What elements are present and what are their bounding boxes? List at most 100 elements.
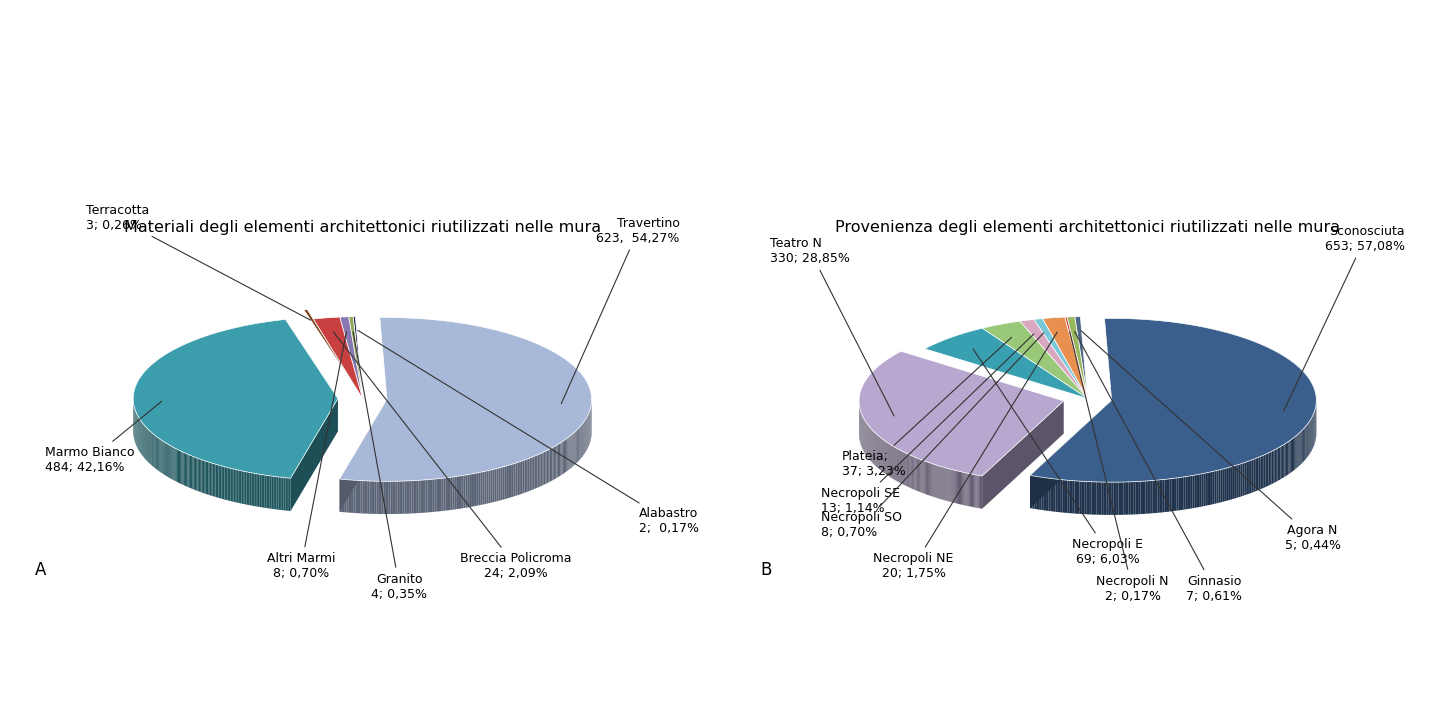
Polygon shape — [1064, 480, 1067, 513]
Polygon shape — [539, 453, 541, 487]
Polygon shape — [522, 460, 525, 493]
Polygon shape — [339, 317, 592, 481]
Polygon shape — [226, 467, 228, 500]
Polygon shape — [542, 452, 544, 485]
Polygon shape — [273, 476, 276, 509]
Text: Sconosciuta
653; 57,08%: Sconosciuta 653; 57,08% — [1283, 225, 1405, 410]
Polygon shape — [1118, 482, 1121, 515]
Polygon shape — [344, 480, 347, 513]
Polygon shape — [425, 480, 428, 513]
Polygon shape — [1179, 478, 1180, 511]
Polygon shape — [402, 481, 405, 514]
Polygon shape — [1211, 472, 1212, 505]
Polygon shape — [464, 475, 465, 508]
Polygon shape — [536, 455, 538, 488]
Polygon shape — [1096, 482, 1099, 515]
Polygon shape — [349, 480, 351, 513]
Polygon shape — [1041, 477, 1044, 511]
Polygon shape — [1131, 482, 1134, 515]
Text: Provenienza degli elementi architettonici riutilizzati nelle mura: Provenienza degli elementi architettonic… — [835, 220, 1340, 235]
Text: A: A — [35, 561, 46, 578]
Polygon shape — [1089, 482, 1092, 515]
Polygon shape — [502, 466, 505, 500]
Polygon shape — [1221, 469, 1222, 503]
Polygon shape — [436, 478, 439, 512]
Polygon shape — [232, 468, 233, 502]
Polygon shape — [1156, 480, 1157, 513]
Polygon shape — [270, 475, 271, 509]
Polygon shape — [339, 479, 342, 512]
Polygon shape — [1267, 453, 1269, 486]
Polygon shape — [281, 478, 284, 511]
Polygon shape — [471, 473, 474, 507]
Polygon shape — [1259, 456, 1260, 490]
Polygon shape — [1092, 482, 1095, 515]
Polygon shape — [339, 400, 387, 512]
Polygon shape — [1238, 464, 1241, 497]
Polygon shape — [1270, 451, 1272, 485]
Polygon shape — [257, 473, 258, 507]
Polygon shape — [1190, 475, 1192, 508]
Polygon shape — [457, 476, 460, 509]
Polygon shape — [362, 480, 365, 513]
Polygon shape — [1086, 481, 1089, 514]
Polygon shape — [1246, 461, 1248, 495]
Polygon shape — [1134, 482, 1135, 515]
Polygon shape — [1116, 482, 1118, 515]
Polygon shape — [1160, 480, 1163, 513]
Polygon shape — [419, 480, 420, 513]
Polygon shape — [405, 481, 407, 514]
Polygon shape — [1241, 463, 1243, 497]
Polygon shape — [1121, 482, 1124, 515]
Polygon shape — [1048, 478, 1051, 511]
Polygon shape — [374, 481, 377, 514]
Polygon shape — [1272, 450, 1273, 484]
Polygon shape — [265, 475, 267, 508]
Polygon shape — [339, 317, 362, 398]
Polygon shape — [982, 401, 1064, 509]
Polygon shape — [474, 473, 476, 506]
Polygon shape — [1183, 477, 1186, 510]
Polygon shape — [1250, 460, 1251, 493]
Polygon shape — [1102, 482, 1103, 515]
Polygon shape — [1225, 468, 1227, 501]
Polygon shape — [239, 470, 242, 503]
Polygon shape — [1163, 479, 1164, 513]
Polygon shape — [1034, 319, 1088, 398]
Polygon shape — [378, 481, 381, 514]
Text: Plateia;
37; 3,23%: Plateia; 37; 3,23% — [842, 337, 1012, 478]
Polygon shape — [1074, 480, 1077, 513]
Text: Altri Marmi
8; 0,70%: Altri Marmi 8; 0,70% — [267, 332, 347, 581]
Polygon shape — [1157, 480, 1160, 513]
Polygon shape — [1196, 474, 1199, 508]
Polygon shape — [1030, 475, 1032, 508]
Polygon shape — [982, 321, 1088, 398]
Polygon shape — [365, 480, 367, 513]
Polygon shape — [248, 472, 249, 506]
Polygon shape — [1053, 479, 1056, 512]
Polygon shape — [1222, 468, 1225, 502]
Polygon shape — [538, 454, 539, 488]
Polygon shape — [435, 479, 436, 512]
Polygon shape — [277, 477, 278, 510]
Polygon shape — [244, 471, 245, 504]
Polygon shape — [1138, 481, 1141, 514]
Polygon shape — [286, 478, 287, 511]
Polygon shape — [441, 478, 444, 511]
Polygon shape — [1164, 479, 1167, 512]
Polygon shape — [247, 472, 248, 505]
Polygon shape — [1199, 474, 1202, 507]
Polygon shape — [499, 468, 500, 500]
Polygon shape — [1079, 481, 1082, 514]
Polygon shape — [494, 468, 496, 502]
Polygon shape — [371, 481, 374, 514]
Polygon shape — [1202, 473, 1204, 507]
Polygon shape — [519, 461, 521, 495]
Polygon shape — [532, 456, 535, 490]
Polygon shape — [409, 480, 412, 513]
Polygon shape — [518, 462, 519, 495]
Polygon shape — [245, 471, 246, 505]
Polygon shape — [1082, 481, 1085, 514]
Polygon shape — [233, 469, 235, 502]
Polygon shape — [1257, 457, 1259, 490]
